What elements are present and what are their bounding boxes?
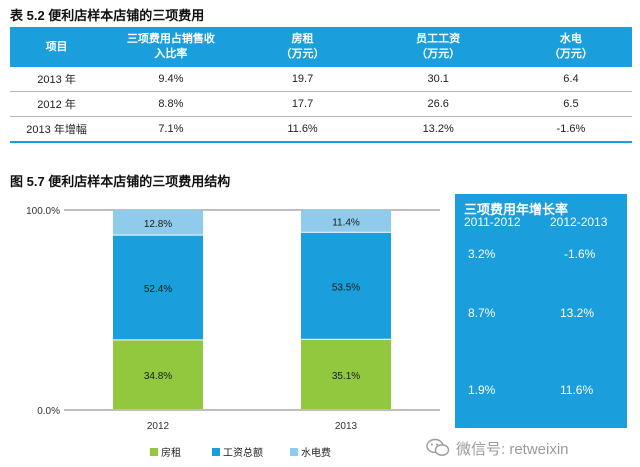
legend-swatch — [290, 448, 298, 456]
growth-rate-value: 11.6% — [560, 383, 594, 397]
watermark-text: 微信号: retweixin — [456, 440, 569, 458]
growth-rate-value: 1.9% — [468, 383, 496, 397]
growth-rate-value: 13.2% — [560, 306, 595, 320]
table-cell: -1.6% — [509, 116, 632, 143]
legend-label: 房租 — [161, 446, 181, 459]
header-item-label: 项目 — [45, 40, 68, 53]
bar-segment — [301, 339, 391, 409]
figure-title: 图 5.7 便利店样本店铺的三项费用结构 — [10, 174, 231, 189]
x-tick-label: 2013 — [335, 421, 358, 432]
bar-segment — [113, 210, 203, 235]
table-cell: 6.5 — [509, 91, 632, 117]
growth-col-2011-2012: 2011-2012 — [464, 215, 521, 229]
legend-label: 水电费 — [301, 446, 331, 459]
data-label: 11.4% — [332, 217, 360, 228]
header-rent-line1: 房租 — [291, 33, 314, 45]
header-rent-line2: （万元） — [280, 48, 325, 60]
table-cell: 17.7 — [238, 91, 367, 117]
growth-rate-value: 8.7% — [468, 306, 496, 320]
header-utilities-line1: 水电 — [559, 33, 582, 45]
table-cell: 7.1% — [103, 116, 239, 143]
table-cell: 30.1 — [366, 67, 510, 92]
table-cell: 13.2% — [366, 116, 510, 143]
table-row: 2013 年 9.4% 19.7 30.1 6.4 — [10, 67, 632, 92]
header-wages-line2: （万元） — [416, 48, 461, 60]
header-wages-line1: 员工工资 — [416, 33, 461, 45]
table-cell: 6.4 — [509, 67, 632, 92]
data-label: 34.8% — [144, 371, 172, 382]
bar-segment — [113, 235, 203, 340]
header-item: 项目 — [10, 27, 104, 67]
y-tick-label: 0.0% — [37, 406, 60, 417]
data-label: 35.1% — [332, 371, 360, 382]
bar-segment — [301, 210, 391, 232]
table-row: 2013 年增幅 7.1% 11.6% 13.2% -1.6% — [10, 116, 632, 143]
table-cell: 11.6% — [238, 116, 367, 143]
table-cell: 2013 年 — [10, 67, 104, 92]
header-ratio-line1: 三项费用占销售收 — [126, 33, 215, 45]
table-cell: 8.8% — [103, 91, 239, 117]
growth-col-2012-2013: 2012-2013 — [550, 215, 608, 229]
growth-rate-value: 3.2% — [468, 247, 496, 261]
header-wages: 员工工资 （万元） — [366, 27, 510, 67]
legend-swatch — [212, 448, 220, 456]
table-cell: 2013 年增幅 — [10, 116, 104, 143]
data-label: 53.5% — [332, 282, 360, 293]
y-tick-label: 100.0% — [26, 206, 60, 217]
header-ratio: 三项费用占销售收 入比率 — [103, 27, 239, 67]
stacked-bar-chart: 100.0% 0.0% 34.8% 52.4% 12.8% 2012 35.1% 53.5% 1… — [26, 206, 440, 459]
wechat-icon — [426, 438, 450, 456]
expense-table: 项目 三项费用占销售收 入比率 房租 （万元） 员工工资 （万元） 水电 （万元） 20… — [10, 27, 632, 143]
table-title: 表 5.2 便利店样本店铺的三项费用 — [10, 8, 205, 23]
table-cell: 26.6 — [366, 91, 510, 117]
data-label: 52.4% — [144, 284, 172, 295]
table-cell: 19.7 — [238, 67, 367, 92]
table-header-row: 项目 三项费用占销售收 入比率 房租 （万元） 员工工资 （万元） 水电 （万元） — [10, 27, 632, 67]
header-utilities: 水电 （万元） — [509, 27, 632, 67]
wechat-watermark: 微信号: retweixin — [420, 434, 635, 462]
header-rent: 房租 （万元） — [238, 27, 367, 67]
growth-panel-title: 三项费用年增长率 — [464, 202, 569, 217]
growth-rate-value: -1.6% — [564, 247, 596, 261]
table-cell: 9.4% — [103, 67, 239, 92]
legend-label: 工资总额 — [223, 446, 263, 459]
x-tick-label: 2012 — [147, 421, 170, 432]
bar-segment — [301, 232, 391, 339]
data-label: 12.8% — [144, 219, 172, 230]
table-row: 2012 年 8.8% 17.7 26.6 6.5 — [10, 91, 632, 117]
legend-swatch — [150, 448, 158, 456]
header-ratio-line2: 入比率 — [154, 48, 188, 60]
growth-rate-panel: 三项费用年增长率 2011-2012 2012-2013 3.2% -1.6% … — [455, 194, 627, 428]
table-cell: 2012 年 — [10, 91, 104, 117]
header-utilities-line2: （万元） — [548, 48, 593, 60]
bar-segment — [113, 340, 203, 409]
